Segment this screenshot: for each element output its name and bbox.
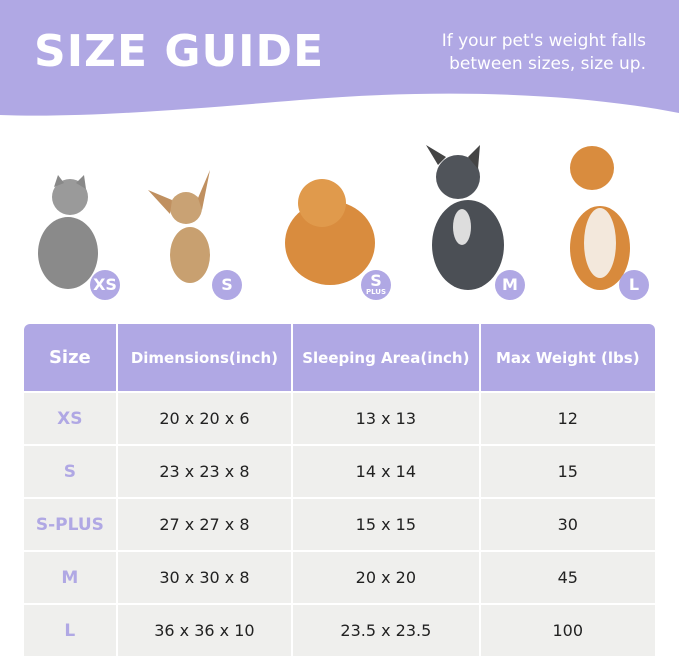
chihuahua-image: [148, 170, 210, 283]
table-row: L 36 x 36 x 10 23.5 x 23.5 100: [24, 605, 655, 656]
table-cell: 23.5 x 23.5: [293, 605, 479, 656]
size-cell: S-PLUS: [24, 499, 116, 550]
table-cell: 20 x 20 x 6: [117, 393, 292, 444]
size-cell: S: [24, 446, 116, 497]
table-cell: 15 x 15: [293, 499, 479, 550]
table-header: Size Dimensions(inch) Sleeping Area(inch…: [24, 324, 655, 391]
header-cell: Sleeping Area(inch): [293, 324, 479, 391]
header-cell: Max Weight (lbs): [480, 324, 655, 391]
table-cell: 27 x 27 x 8: [117, 499, 292, 550]
cat-image: [38, 175, 98, 289]
size-cell: L: [24, 605, 116, 656]
sizing-note: If your pet's weight falls between sizes…: [441, 31, 646, 74]
header-banner: [0, 0, 679, 116]
table-cell: 45: [480, 552, 655, 603]
table-row: S 23 x 23 x 8 14 x 14 15: [24, 446, 655, 497]
table-cell: 14 x 14: [293, 446, 479, 497]
header-cell: Size: [24, 324, 116, 391]
size-badge-s: S: [212, 270, 242, 300]
size-cell: XS: [24, 393, 116, 444]
table-cell: 36 x 36 x 10: [117, 605, 292, 656]
table-cell: 20 x 20: [293, 552, 479, 603]
table-row: XS 20 x 20 x 6 13 x 13 12: [24, 393, 655, 444]
table-cell: 30: [480, 499, 655, 550]
page-title: SIZE GUIDE: [34, 26, 325, 77]
header-cell: Dimensions(inch): [117, 324, 292, 391]
table-row: S-PLUS 27 x 27 x 8 15 x 15 30: [24, 499, 655, 550]
size-badge-s-plus: S PLUS: [361, 270, 391, 300]
size-badge-m: M: [495, 270, 525, 300]
table-cell: 12: [480, 393, 655, 444]
table-cell: 13 x 13: [293, 393, 479, 444]
french-bulldog-image: [426, 145, 504, 290]
size-table: Size Dimensions(inch) Sleeping Area(inch…: [24, 324, 655, 658]
pomeranian-image: [285, 179, 375, 285]
shiba-inu-image: [570, 146, 630, 290]
size-badge-xs: XS: [90, 270, 120, 300]
size-cell: M: [24, 552, 116, 603]
table-cell: 30 x 30 x 8: [117, 552, 292, 603]
size-badge-l: L: [619, 270, 649, 300]
table-cell: 23 x 23 x 8: [117, 446, 292, 497]
table-row: M 30 x 30 x 8 20 x 20 45: [24, 552, 655, 603]
table-cell: 15: [480, 446, 655, 497]
table-cell: 100: [480, 605, 655, 656]
